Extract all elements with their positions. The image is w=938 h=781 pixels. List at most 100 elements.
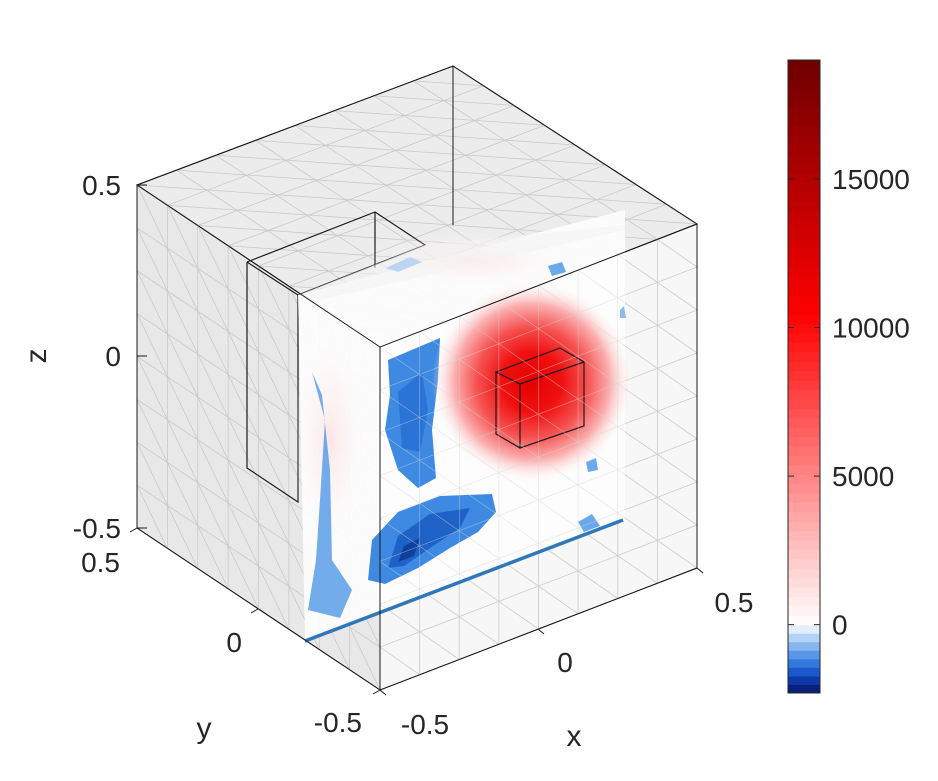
colorbar-segment bbox=[788, 107, 820, 118]
colorbar-segment bbox=[788, 605, 820, 616]
y-axis-label: y bbox=[197, 712, 212, 745]
y-tick-mark bbox=[372, 689, 381, 695]
colorbar-segment bbox=[788, 97, 820, 108]
colorbar-segment bbox=[788, 641, 820, 651]
colorbar-segment bbox=[788, 78, 820, 89]
colorbar-segment bbox=[788, 615, 820, 626]
colorbar-tick-label: 10000 bbox=[832, 312, 910, 343]
colorbar-segment bbox=[788, 558, 820, 569]
colorbar-segment bbox=[788, 577, 820, 588]
cold-region-left bbox=[308, 372, 352, 618]
z-axis-ticks: -0.5 0 0.5 bbox=[73, 170, 147, 544]
colorbar-segment bbox=[788, 332, 820, 343]
colorbar-segment bbox=[788, 351, 820, 362]
colorbar-segment bbox=[788, 116, 820, 127]
slice-bottom-line bbox=[304, 518, 624, 643]
colorbar-segment bbox=[788, 624, 820, 634]
y-axis-ticks: -0.5 0 0.5 bbox=[81, 527, 381, 738]
x-tick-label: 0 bbox=[557, 647, 573, 678]
z-tick-label: -0.5 bbox=[73, 513, 121, 544]
x-tick-mark bbox=[537, 628, 545, 635]
colorbar: 0 5000 10000 15000 bbox=[787, 59, 910, 694]
colorbar-segment bbox=[788, 483, 820, 494]
colorbar-segment bbox=[788, 549, 820, 560]
colorbar-tick-label: 5000 bbox=[832, 461, 894, 492]
colorbar-segment bbox=[788, 125, 820, 136]
z-axis-label: z bbox=[20, 349, 53, 364]
colorbar-segment bbox=[788, 69, 820, 80]
colorbar-segment bbox=[788, 229, 820, 240]
colorbar-segment bbox=[788, 88, 820, 99]
x-axis-ticks: -0.5 0 0.5 bbox=[379, 567, 754, 740]
z-tick-label: 0.5 bbox=[82, 170, 121, 201]
colorbar-segment bbox=[788, 379, 820, 390]
colorbar-segment bbox=[788, 219, 820, 230]
colorbar-tick-label: 15000 bbox=[832, 164, 910, 195]
colorbar-segment bbox=[788, 210, 820, 221]
colorbar-segment bbox=[788, 539, 820, 550]
colorbar-segment bbox=[788, 530, 820, 541]
slice-pink-region bbox=[290, 320, 370, 560]
colorbar-segment bbox=[788, 182, 820, 193]
colorbar-segment bbox=[788, 436, 820, 447]
x-tick-mark bbox=[379, 689, 387, 696]
colorbar-segment bbox=[788, 314, 820, 325]
colorbar-segment bbox=[788, 408, 820, 419]
colorbar-segment bbox=[788, 172, 820, 183]
colorbar-segment bbox=[788, 427, 820, 438]
x-tick-mark bbox=[696, 567, 704, 574]
colorbar-segment bbox=[788, 445, 820, 456]
colorbar-segment bbox=[788, 135, 820, 146]
slice-top-strip bbox=[298, 225, 625, 300]
colorbar-segment bbox=[788, 267, 820, 278]
cold-spot-edge bbox=[620, 306, 626, 318]
colorbar-segment bbox=[788, 238, 820, 249]
colorbar-segment bbox=[788, 163, 820, 174]
z-tick-label: 0 bbox=[105, 341, 121, 372]
colorbar-segment bbox=[788, 361, 820, 372]
colorbar-segment bbox=[788, 389, 820, 400]
x-tick-label: 0.5 bbox=[715, 587, 754, 618]
colorbar-segment bbox=[788, 342, 820, 353]
colorbar-segment bbox=[788, 304, 820, 315]
colorbar-segment bbox=[788, 191, 820, 202]
colorbar-segment bbox=[788, 587, 820, 598]
colorbar-segment bbox=[788, 370, 820, 381]
colorbar-segment bbox=[788, 323, 820, 334]
cold-region-center-core bbox=[398, 372, 428, 452]
colorbar-segment bbox=[788, 596, 820, 607]
y-tick-label: 0 bbox=[226, 627, 242, 658]
colorbar-frame bbox=[787, 59, 821, 694]
colorbar-segment bbox=[788, 684, 820, 694]
y-tick-label: -0.5 bbox=[314, 707, 362, 738]
hotspot bbox=[432, 282, 632, 482]
colorbar-segment bbox=[788, 658, 820, 668]
colorbar-segment bbox=[788, 248, 820, 259]
colorbar-segment bbox=[788, 154, 820, 165]
cold-spot-top-right bbox=[548, 262, 566, 276]
colorbar-segment bbox=[788, 633, 820, 643]
colorbar-segment bbox=[788, 398, 820, 409]
colorbar-segment bbox=[788, 502, 820, 513]
colorbar-segment bbox=[788, 464, 820, 475]
colorbar-segment bbox=[788, 201, 820, 212]
hotspot-box-outline bbox=[495, 347, 585, 449]
colorbar-segment bbox=[788, 492, 820, 503]
colorbar-segment bbox=[788, 285, 820, 296]
y-tick-mark bbox=[129, 527, 138, 533]
colorbar-segment bbox=[788, 521, 820, 532]
y-tick-label: 0.5 bbox=[81, 547, 120, 578]
x-axis-label: x bbox=[567, 720, 582, 753]
colorbar-segment bbox=[788, 276, 820, 287]
colorbar-segment bbox=[788, 511, 820, 522]
colorbar-segment bbox=[788, 568, 820, 579]
x-tick-label: -0.5 bbox=[401, 709, 449, 740]
colorbar-segment bbox=[788, 455, 820, 466]
colorbar-segment bbox=[788, 650, 820, 660]
front-face-mesh bbox=[380, 239, 697, 675]
colorbar-segment bbox=[788, 257, 820, 268]
cold-spot-lower-right bbox=[578, 514, 600, 532]
y-tick-mark bbox=[250, 608, 259, 614]
colorbar-segment bbox=[788, 417, 820, 428]
